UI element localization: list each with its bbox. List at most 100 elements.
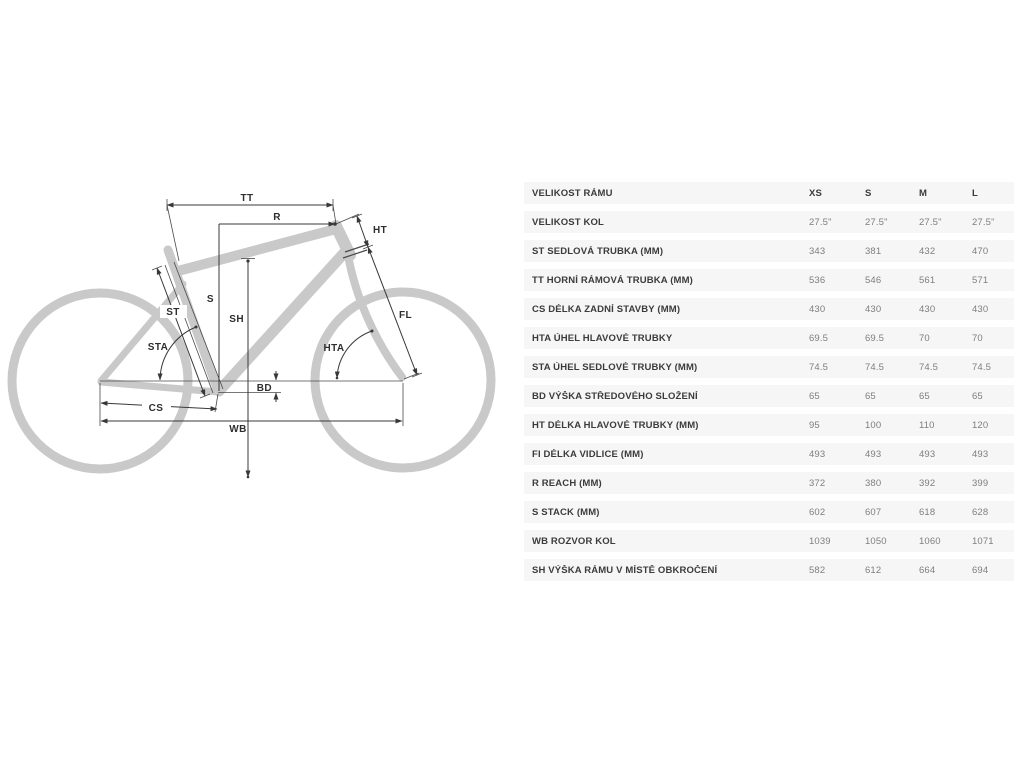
cell-l: 470 bbox=[972, 245, 989, 257]
wheels bbox=[7, 287, 496, 474]
cell-xs: 65 bbox=[809, 390, 820, 402]
cell-xs: 69.5 bbox=[809, 332, 829, 344]
cell-s: 607 bbox=[865, 506, 882, 518]
bike-geometry-diagram: TT R HT S SH ST FL STA HTA BD CS WB bbox=[7, 193, 496, 479]
cell-l: 399 bbox=[972, 477, 989, 489]
table-header-label: VELIKOST RÁMU bbox=[532, 187, 613, 199]
cell-l: 74.5 bbox=[972, 361, 992, 373]
ht-dimension bbox=[356, 215, 369, 248]
row-label: CS DÉLKA ZADNÍ STAVBY (MM) bbox=[532, 303, 681, 315]
bd-label: BD bbox=[257, 383, 272, 394]
row-label: WB ROZVOR KOL bbox=[532, 535, 616, 547]
cell-xs: 536 bbox=[809, 274, 826, 286]
cell-l: 493 bbox=[972, 448, 989, 460]
cell-xs: 1039 bbox=[809, 535, 831, 547]
row-label: STA ÚHEL SEDLOVÉ TRUBKY (MM) bbox=[532, 361, 698, 373]
table-header-row: VELIKOST RÁMU XS S M L bbox=[524, 182, 1014, 204]
row-label: VELIKOST KOL bbox=[532, 216, 604, 228]
row-label: TT HORNÍ RÁMOVÁ TRUBKA (MM) bbox=[532, 274, 693, 286]
fl-label: FL bbox=[399, 310, 412, 321]
column-header-l: L bbox=[972, 187, 978, 199]
dimension-dots bbox=[194, 222, 374, 479]
cell-s: 65 bbox=[865, 390, 876, 402]
table-row: ST SEDLOVÁ TRUBKA (MM) 343 381 432 470 bbox=[524, 240, 1014, 262]
cell-m: 561 bbox=[919, 274, 936, 286]
fl-dimension bbox=[367, 246, 418, 376]
cell-xs: 493 bbox=[809, 448, 826, 460]
cell-s: 430 bbox=[865, 303, 882, 315]
table-row: HT DÉLKA HLAVOVÉ TRUBKY (MM) 95 100 110 … bbox=[524, 414, 1014, 436]
ht-label: HT bbox=[373, 225, 387, 236]
row-label: FI DÉLKA VIDLICE (MM) bbox=[532, 448, 644, 460]
cell-m: 27.5" bbox=[919, 216, 942, 228]
cell-m: 493 bbox=[919, 448, 936, 460]
cell-xs: 74.5 bbox=[809, 361, 829, 373]
cell-s: 100 bbox=[865, 419, 882, 431]
sta-label: STA bbox=[148, 342, 168, 353]
cell-xs: 372 bbox=[809, 477, 826, 489]
table-row: STA ÚHEL SEDLOVÉ TRUBKY (MM) 74.5 74.5 7… bbox=[524, 356, 1014, 378]
table-row: S STACK (MM) 602 607 618 628 bbox=[524, 501, 1014, 523]
down-tube bbox=[213, 246, 351, 397]
table-row: VELIKOST KOL 27.5" 27.5" 27.5" 27.5" bbox=[524, 211, 1014, 233]
cell-l: 65 bbox=[972, 390, 983, 402]
cell-m: 618 bbox=[919, 506, 936, 518]
row-label: HT DÉLKA HLAVOVÉ TRUBKY (MM) bbox=[532, 419, 699, 431]
cell-l: 694 bbox=[972, 564, 989, 576]
tt-label: TT bbox=[240, 193, 253, 204]
cell-l: 1071 bbox=[972, 535, 994, 547]
st-dimension bbox=[156, 267, 206, 397]
cell-s: 74.5 bbox=[865, 361, 885, 373]
cell-l: 120 bbox=[972, 419, 989, 431]
head-tube bbox=[330, 220, 356, 261]
table-row: TT HORNÍ RÁMOVÁ TRUBKA (MM) 536 546 561 … bbox=[524, 269, 1014, 291]
cell-xs: 95 bbox=[809, 419, 820, 431]
cell-l: 628 bbox=[972, 506, 989, 518]
cell-xs: 430 bbox=[809, 303, 826, 315]
table-row: CS DÉLKA ZADNÍ STAVBY (MM) 430 430 430 4… bbox=[524, 298, 1014, 320]
column-header-m: M bbox=[919, 187, 928, 199]
cell-xs: 27.5" bbox=[809, 216, 832, 228]
cell-s: 380 bbox=[865, 477, 882, 489]
dimension-lines bbox=[100, 202, 418, 478]
table-row: FI DÉLKA VIDLICE (MM) 493 493 493 493 bbox=[524, 443, 1014, 465]
row-label: S STACK (MM) bbox=[532, 506, 600, 518]
row-label: HTA ÚHEL HLAVOVÉ TRUBKY bbox=[532, 332, 673, 344]
hta-label: HTA bbox=[323, 343, 344, 354]
s-label: S bbox=[207, 294, 214, 305]
table-row: HTA ÚHEL HLAVOVÉ TRUBKY 69.5 69.5 70 70 bbox=[524, 327, 1014, 349]
diagram-labels: TT R HT S SH ST FL STA HTA BD CS WB bbox=[148, 193, 412, 435]
sta-angle-arc bbox=[157, 326, 197, 381]
cell-m: 392 bbox=[919, 477, 936, 489]
st-label: ST bbox=[166, 307, 180, 318]
cell-xs: 582 bbox=[809, 564, 826, 576]
cell-s: 381 bbox=[865, 245, 882, 257]
cell-l: 27.5" bbox=[972, 216, 995, 228]
table-row: R REACH (MM) 372 380 392 399 bbox=[524, 472, 1014, 494]
row-label: SH VÝŠKA RÁMU V MÍSTĚ OBKROČENÍ bbox=[532, 564, 718, 576]
cell-s: 493 bbox=[865, 448, 882, 460]
cell-m: 110 bbox=[919, 419, 935, 431]
sh-label: SH bbox=[229, 314, 244, 325]
row-label: ST SEDLOVÁ TRUBKA (MM) bbox=[532, 245, 664, 257]
cell-l: 70 bbox=[972, 332, 983, 344]
cs-label: CS bbox=[149, 403, 164, 414]
r-label: R bbox=[273, 212, 281, 223]
cell-s: 69.5 bbox=[865, 332, 885, 344]
row-label: R REACH (MM) bbox=[532, 477, 602, 489]
cell-l: 571 bbox=[972, 274, 989, 286]
table-row: WB ROZVOR KOL 1039 1050 1060 1071 bbox=[524, 530, 1014, 552]
wb-label: WB bbox=[229, 424, 246, 435]
column-header-xs: XS bbox=[809, 187, 822, 199]
cell-xs: 602 bbox=[809, 506, 826, 518]
cell-s: 546 bbox=[865, 274, 882, 286]
cell-s: 1050 bbox=[865, 535, 887, 547]
cell-m: 1060 bbox=[919, 535, 941, 547]
row-label: BD VÝŠKA STŘEDOVÉHO SLOŽENÍ bbox=[532, 390, 698, 402]
hta-angle-arc bbox=[334, 330, 373, 379]
top-tube bbox=[173, 224, 341, 276]
column-header-s: S bbox=[865, 187, 872, 199]
cell-m: 430 bbox=[919, 303, 936, 315]
cell-l: 430 bbox=[972, 303, 989, 315]
cell-m: 432 bbox=[919, 245, 936, 257]
